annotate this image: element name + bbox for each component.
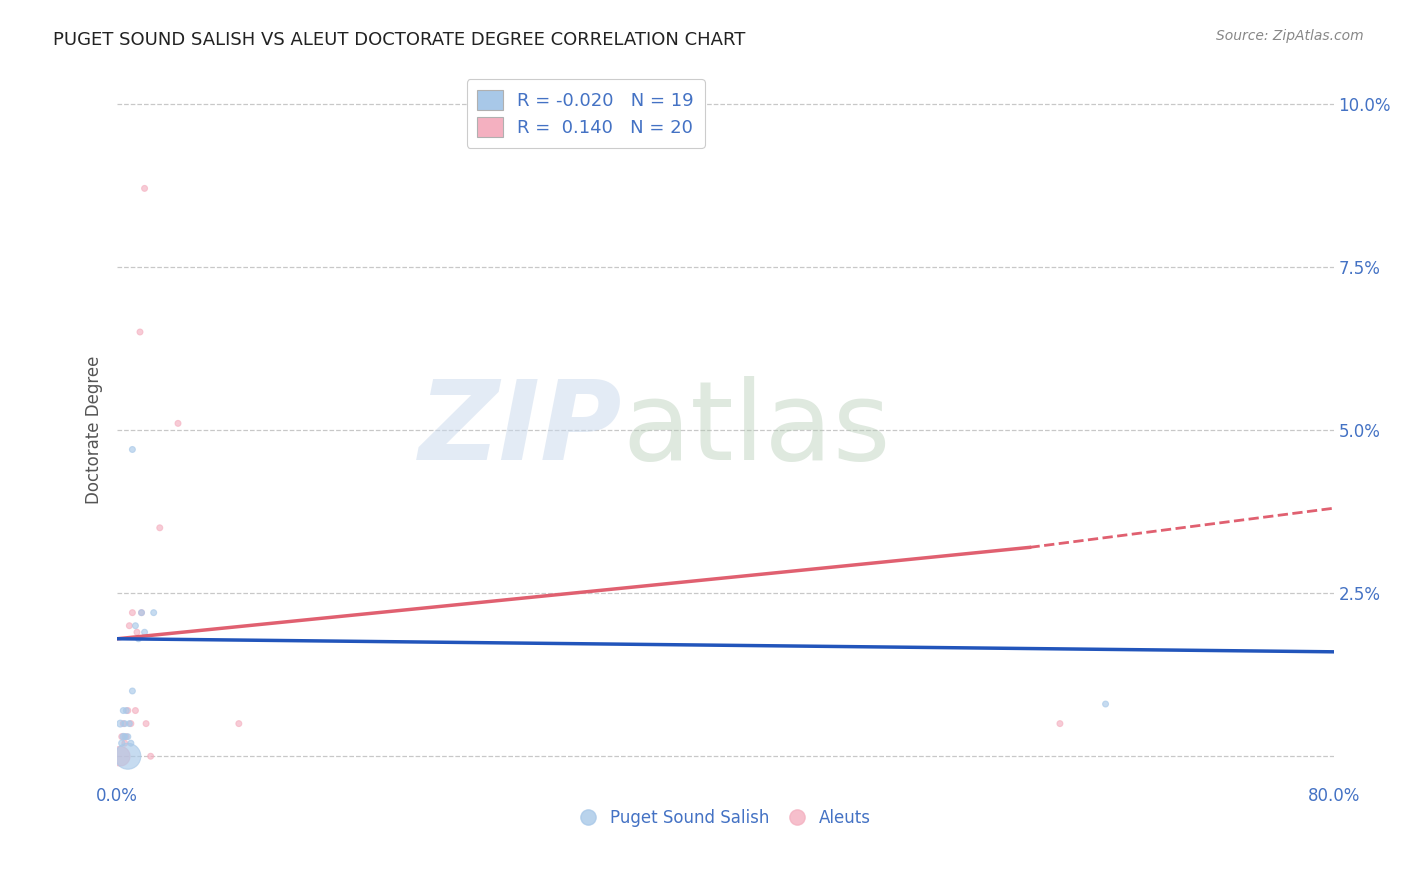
Point <box>121 684 143 698</box>
Point <box>1049 716 1071 731</box>
Point <box>120 736 142 750</box>
Point <box>114 736 136 750</box>
Point <box>1094 697 1116 711</box>
Point <box>114 716 136 731</box>
Point <box>125 625 148 640</box>
Point <box>135 716 157 731</box>
Point <box>120 716 142 731</box>
Point <box>131 606 153 620</box>
Point <box>110 716 132 731</box>
Point <box>117 749 139 764</box>
Point <box>139 749 162 764</box>
Point <box>121 442 143 457</box>
Text: Source: ZipAtlas.com: Source: ZipAtlas.com <box>1216 29 1364 43</box>
Point <box>110 749 132 764</box>
Text: ZIP: ZIP <box>419 376 621 483</box>
Point <box>121 606 143 620</box>
Point <box>111 736 134 750</box>
Point <box>117 704 139 718</box>
Y-axis label: Doctorate Degree: Doctorate Degree <box>86 356 103 504</box>
Point <box>112 730 135 744</box>
Point <box>115 704 138 718</box>
Point <box>149 521 172 535</box>
Point <box>131 606 153 620</box>
Point <box>129 325 152 339</box>
Point <box>142 606 165 620</box>
Point <box>115 730 138 744</box>
Point <box>111 730 134 744</box>
Text: atlas: atlas <box>621 376 890 483</box>
Point <box>134 625 156 640</box>
Point <box>124 704 146 718</box>
Point <box>134 181 156 195</box>
Point <box>124 618 146 632</box>
Point <box>112 716 135 731</box>
Point <box>228 716 250 731</box>
Point <box>127 632 149 646</box>
Point <box>118 716 141 731</box>
Point <box>117 730 139 744</box>
Point <box>112 704 135 718</box>
Legend: Puget Sound Salish, Aleuts: Puget Sound Salish, Aleuts <box>574 803 877 834</box>
Point <box>114 730 136 744</box>
Point <box>118 618 141 632</box>
Point <box>167 417 190 431</box>
Text: PUGET SOUND SALISH VS ALEUT DOCTORATE DEGREE CORRELATION CHART: PUGET SOUND SALISH VS ALEUT DOCTORATE DE… <box>53 31 745 49</box>
